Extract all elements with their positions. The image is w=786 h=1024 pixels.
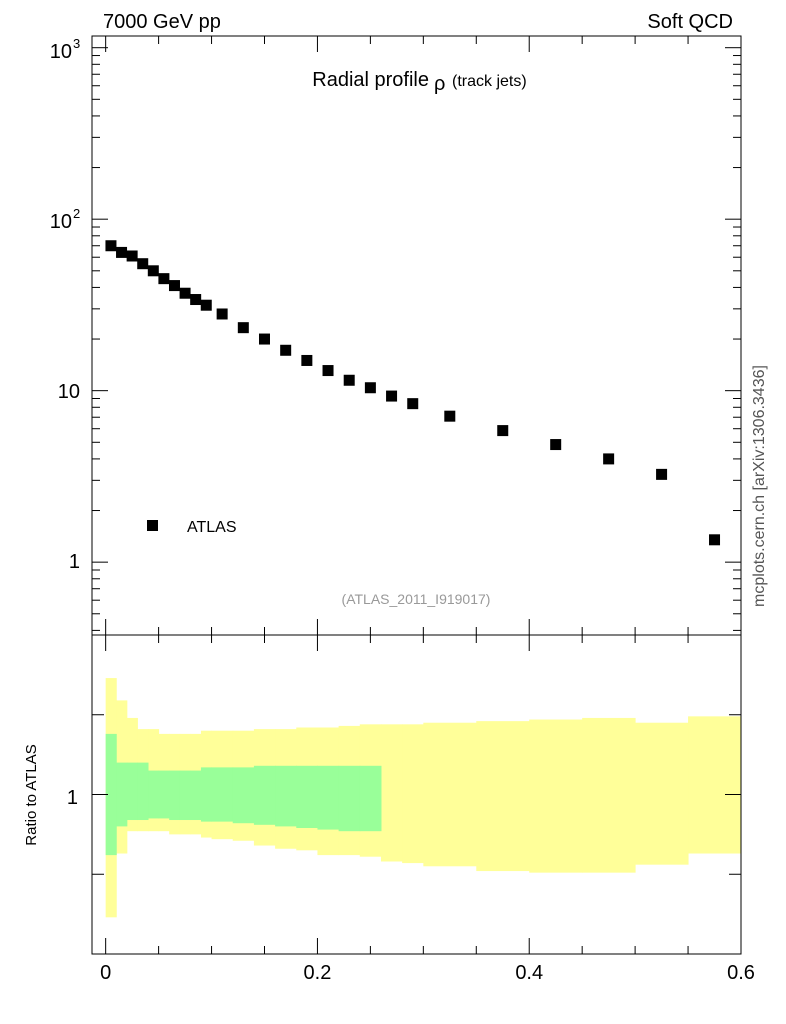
x-tick-label: 0.2 — [304, 962, 332, 984]
data-point — [105, 240, 117, 252]
data-point — [497, 425, 509, 437]
ratio-band-inner-bin — [211, 767, 234, 822]
analysis-tag: (ATLAS_2011_I919017) — [342, 591, 491, 607]
chart-title: Radial profile ρ (track jets) — [312, 69, 526, 95]
data-point — [444, 410, 456, 422]
ratio-band-inner-bin — [169, 770, 181, 821]
ratio-band-inner-bin — [179, 770, 191, 821]
data-point — [158, 273, 170, 285]
header-process-label: Soft QCD — [647, 11, 733, 33]
ratio-band-inner-bin — [275, 765, 297, 827]
ratio-band-inner-bin — [158, 770, 170, 819]
main-plot-frame — [91, 35, 742, 636]
data-point — [190, 294, 202, 306]
y-tick-label: 1 — [69, 551, 80, 573]
y-tick-label: 10 — [50, 41, 72, 63]
main-plot-ticks — [92, 36, 742, 635]
data-point — [168, 280, 180, 292]
data-point — [200, 299, 212, 311]
chart-title-suffix: (track jets) — [452, 73, 527, 90]
ratio-band-inner-bin — [253, 765, 276, 825]
ratio-band-inner-bin — [116, 762, 128, 827]
x-tick-label: 0 — [100, 962, 111, 984]
data-point — [386, 390, 398, 402]
ratio-band-outer-bin — [476, 721, 530, 872]
chart-title-main: Radial profile — [312, 69, 429, 91]
header-energy-label: 7000 GeV pp — [103, 11, 221, 33]
data-point — [237, 322, 249, 334]
ratio-band-inner-bin — [105, 733, 117, 856]
data-point — [322, 365, 334, 377]
ratio-band-outer-bin — [423, 722, 477, 867]
data-point — [126, 250, 138, 262]
y-tick-label: 10 — [50, 211, 72, 233]
ratio-band-inner-bin — [338, 765, 361, 832]
ratio-frame — [91, 634, 742, 955]
data-point — [137, 258, 149, 270]
data-point — [550, 439, 562, 451]
ratio-band-outer-bin — [635, 722, 689, 865]
legend-marker — [147, 520, 158, 531]
data-point — [343, 374, 355, 386]
ratio-band-inner-bin — [200, 767, 213, 822]
ratio-band-inner-bin — [148, 770, 160, 819]
x-tick-label: 0.4 — [515, 962, 543, 984]
data-point — [258, 333, 270, 345]
ratio-band-inner-bin — [296, 765, 318, 828]
data-point — [709, 534, 721, 546]
ratio-band-inner-bin — [359, 765, 382, 832]
data-point — [603, 453, 615, 465]
ratio-band-outer-bin — [402, 724, 424, 864]
data-point — [216, 308, 228, 320]
ratio-band-inner-bin — [126, 762, 138, 821]
ratio-band-inner-bin — [190, 770, 202, 821]
data-point — [147, 265, 159, 277]
data-point — [179, 287, 191, 299]
ratio-panel: 1 Ratio to ATLAS 0 0.2 0.4 0.6 — [23, 634, 755, 984]
y-tick-label: 10 — [58, 381, 80, 403]
ratio-band-outer-bin — [688, 716, 742, 854]
data-point — [656, 468, 668, 480]
ratio-band-outer-bin — [529, 719, 583, 873]
legend-label: ATLAS — [187, 519, 237, 536]
data-point — [116, 246, 128, 258]
ratio-band-outer-bin — [582, 717, 636, 873]
ratio-y-axis-label: Ratio to ATLAS — [23, 744, 40, 845]
data-point — [301, 354, 313, 366]
ratio-band-inner-bin — [232, 767, 255, 824]
side-source-label: mcplots.cern.ch [arXiv:1306.3436] — [751, 365, 768, 607]
y-tick-exponent: 2 — [73, 206, 80, 221]
data-point — [364, 382, 376, 394]
ratio-band-inner — [105, 733, 382, 856]
y-tick-exponent: 3 — [73, 36, 80, 51]
ratio-band-inner-bin — [137, 762, 149, 821]
data-point — [280, 344, 292, 356]
x-tick-labels: 0 0.2 0.4 0.6 — [100, 962, 755, 984]
x-tick-label: 0.6 — [727, 962, 755, 984]
ratio-band-outer-bin — [380, 724, 403, 862]
ratio-band-inner-bin — [317, 765, 340, 830]
main-plot-panel: 1 10 10 2 10 3 Radial profile ρ (track j… — [50, 35, 742, 636]
chart-title-symbol: ρ — [434, 73, 445, 95]
data-point — [407, 398, 419, 410]
main-plot-markers — [105, 240, 721, 546]
ratio-y-tick-label: 1 — [67, 787, 78, 809]
